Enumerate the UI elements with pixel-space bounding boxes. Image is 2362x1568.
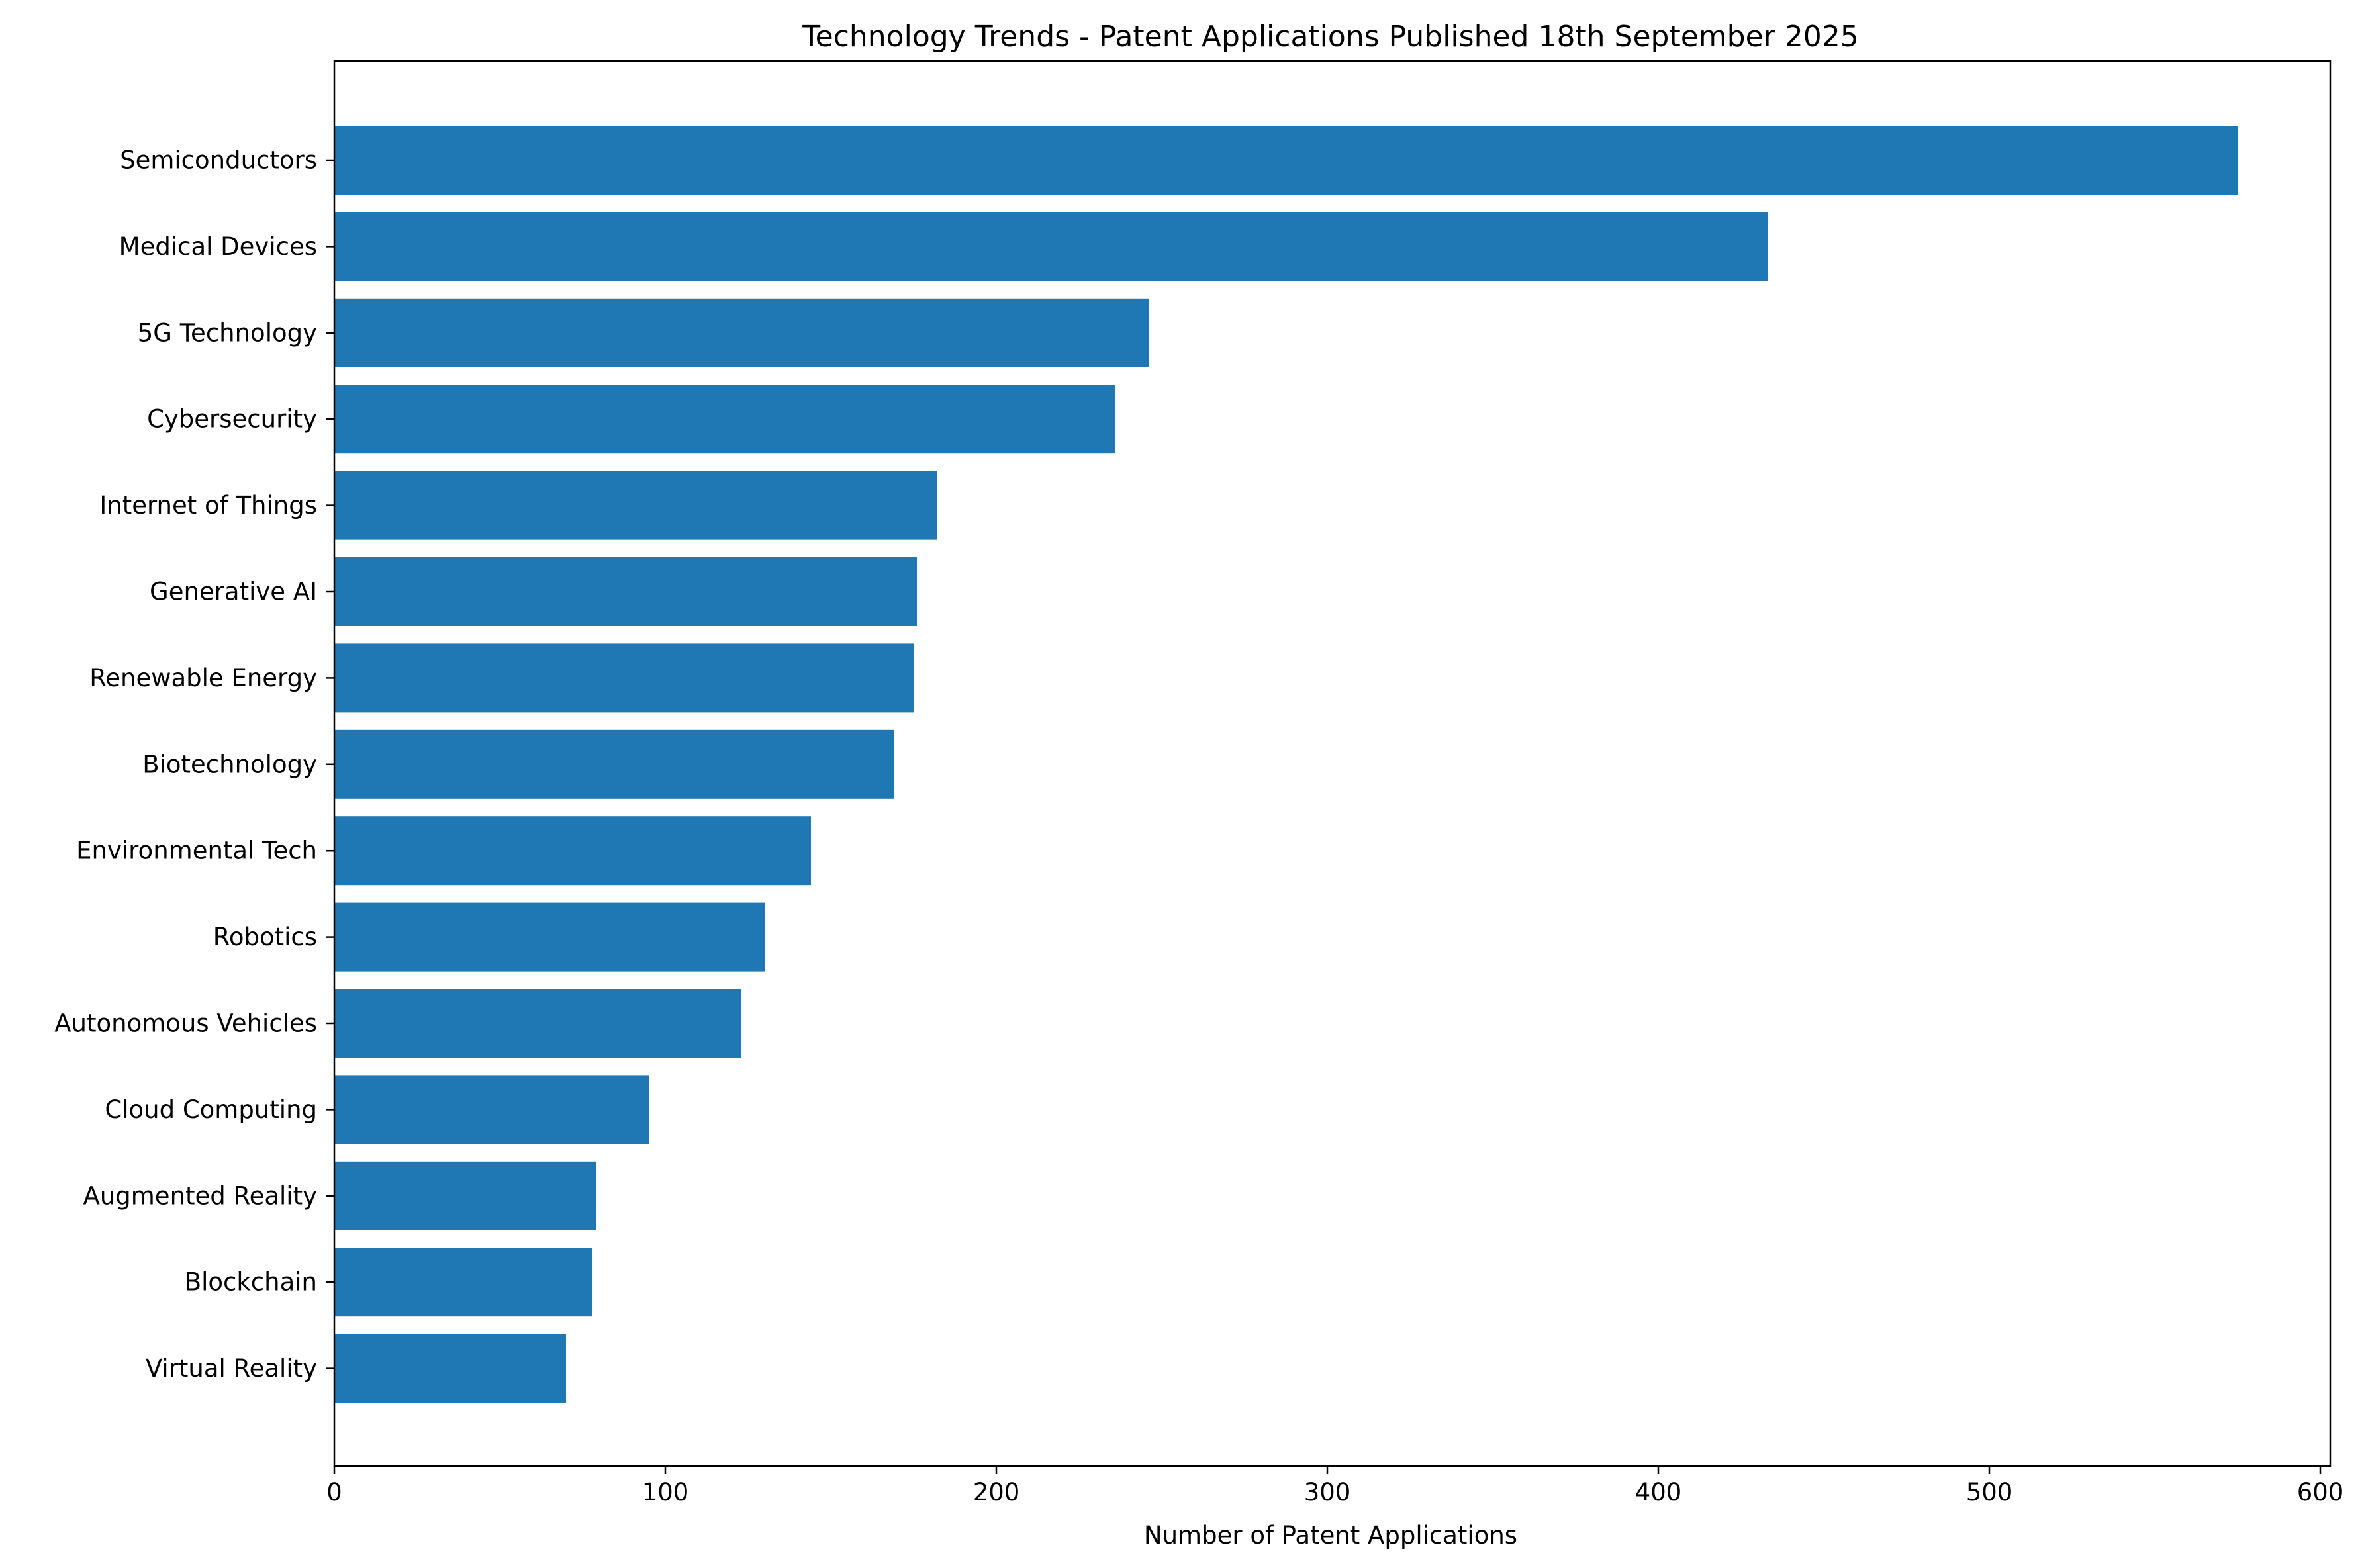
y-tick-labels: Semiconductors Medical Devices 5G Technolo… <box>54 146 334 1383</box>
y-tick-label: Virtual Reality <box>146 1354 317 1383</box>
bar-robotics <box>334 903 765 972</box>
bar-generative-ai <box>334 557 917 626</box>
y-tick-label: Internet of Things <box>99 491 317 520</box>
x-tick-label: 500 <box>1966 1478 2013 1506</box>
y-tick-label: Biotechnology <box>142 750 317 778</box>
x-axis-label: Number of Patent Applications <box>1144 1521 1517 1549</box>
bar-5g-technology <box>334 299 1149 367</box>
y-tick-label: Renewable Energy <box>89 664 317 692</box>
bar-biotechnology <box>334 730 894 799</box>
x-tick-label: 0 <box>326 1478 342 1506</box>
bar-augmented-reality <box>334 1162 596 1230</box>
bar-environmental-tech <box>334 816 811 885</box>
x-tick-label: 400 <box>1635 1478 1682 1506</box>
y-tick-label: Environmental Tech <box>76 837 317 865</box>
x-tick-label: 600 <box>2297 1478 2344 1506</box>
bar-cloud-computing <box>334 1075 649 1144</box>
x-axis-ticks: 0 100 200 300 400 500 600 <box>326 1466 2343 1506</box>
bar-cybersecurity <box>334 385 1115 453</box>
y-tick-label: Augmented Reality <box>83 1181 317 1210</box>
y-tick-label: Blockchain <box>185 1268 317 1297</box>
bar-renewable-energy <box>334 643 914 712</box>
y-tick-label: Generative AI <box>150 578 317 606</box>
bar-virtual-reality <box>334 1334 566 1403</box>
bar-medical-devices <box>334 212 1768 281</box>
bar-internet-of-things <box>334 471 937 540</box>
y-tick-label: Medical Devices <box>119 232 317 261</box>
y-tick-label: Robotics <box>213 923 317 951</box>
y-tick-label: Cloud Computing <box>105 1095 317 1124</box>
bar-semiconductors <box>334 126 2238 195</box>
x-tick-label: 200 <box>973 1478 1020 1506</box>
chart-title: Technology Trends - Patent Applications … <box>802 20 1858 54</box>
y-tick-label: Semiconductors <box>120 146 317 175</box>
y-tick-label: 5G Technology <box>138 318 317 347</box>
bars-layer <box>334 126 2238 1403</box>
x-tick-label: 100 <box>642 1478 689 1506</box>
bar-autonomous-vehicles <box>334 989 741 1058</box>
y-tick-label: Autonomous Vehicles <box>54 1009 317 1038</box>
y-tick-label: Cybersecurity <box>147 405 317 434</box>
bar-blockchain <box>334 1248 592 1316</box>
x-tick-label: 300 <box>1304 1478 1351 1506</box>
